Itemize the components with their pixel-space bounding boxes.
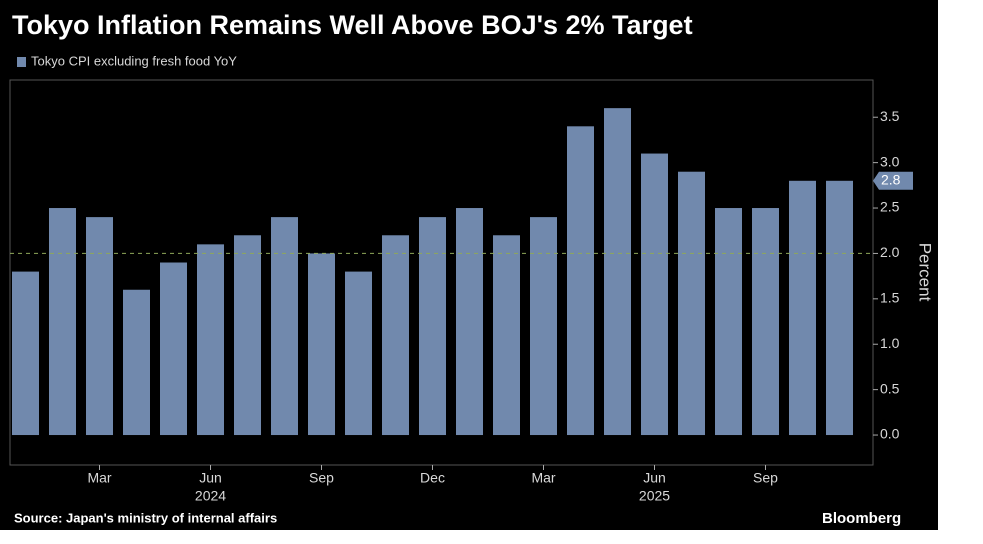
y-tick-label: 1.0 <box>880 335 900 351</box>
bar <box>456 208 483 436</box>
x-tick-label: Mar <box>531 470 555 486</box>
x-tick-label: Mar <box>87 470 111 486</box>
y-tick-label: 2.0 <box>880 244 900 260</box>
bar <box>308 253 335 436</box>
plot-frame <box>9 79 874 466</box>
bar <box>382 235 409 436</box>
bar <box>49 208 76 436</box>
bar <box>641 153 668 436</box>
bar <box>789 180 816 436</box>
x-tick-label: Jun <box>199 470 222 486</box>
x-tick-label: Jun <box>643 470 666 486</box>
bar <box>678 171 705 436</box>
x-year-label: 2025 <box>639 488 670 504</box>
y-tick-label: 0.0 <box>880 426 900 442</box>
bar <box>271 217 298 436</box>
bar <box>493 235 520 436</box>
bar <box>234 235 261 436</box>
y-tick-label: 3.0 <box>880 153 900 169</box>
bar <box>567 126 594 436</box>
chart-title: Tokyo Inflation Remains Well Above BOJ's… <box>12 10 693 40</box>
legend-swatch <box>17 57 26 67</box>
bar <box>826 180 853 436</box>
bar <box>123 289 150 436</box>
bar <box>419 217 446 436</box>
bar <box>715 208 742 436</box>
bar <box>530 217 557 436</box>
bar <box>345 271 372 436</box>
y-tick-label: 2.5 <box>880 199 900 215</box>
x-tick-label: Dec <box>420 470 445 486</box>
bar <box>86 217 113 436</box>
y-tick-label: 1.5 <box>880 290 900 306</box>
bar <box>12 271 39 436</box>
source: Source: Japan's ministry of internal aff… <box>14 510 277 525</box>
x-tick-label: Sep <box>309 470 334 486</box>
bar <box>604 108 631 436</box>
last-value-callout <box>873 171 913 190</box>
x-tick-label: Sep <box>753 470 778 486</box>
x-year-label: 2024 <box>195 488 226 504</box>
bar <box>752 208 779 436</box>
bar <box>197 244 224 436</box>
bar <box>160 262 187 436</box>
y-tick-label: 0.5 <box>880 380 900 396</box>
legend-label: Tokyo CPI excluding fresh food YoY <box>31 53 237 68</box>
brand: Bloomberg <box>822 510 901 527</box>
y-axis-label: Percent <box>916 243 935 302</box>
y-tick-label: 3.5 <box>880 108 900 124</box>
last-value-label: 2.8 <box>881 171 901 187</box>
